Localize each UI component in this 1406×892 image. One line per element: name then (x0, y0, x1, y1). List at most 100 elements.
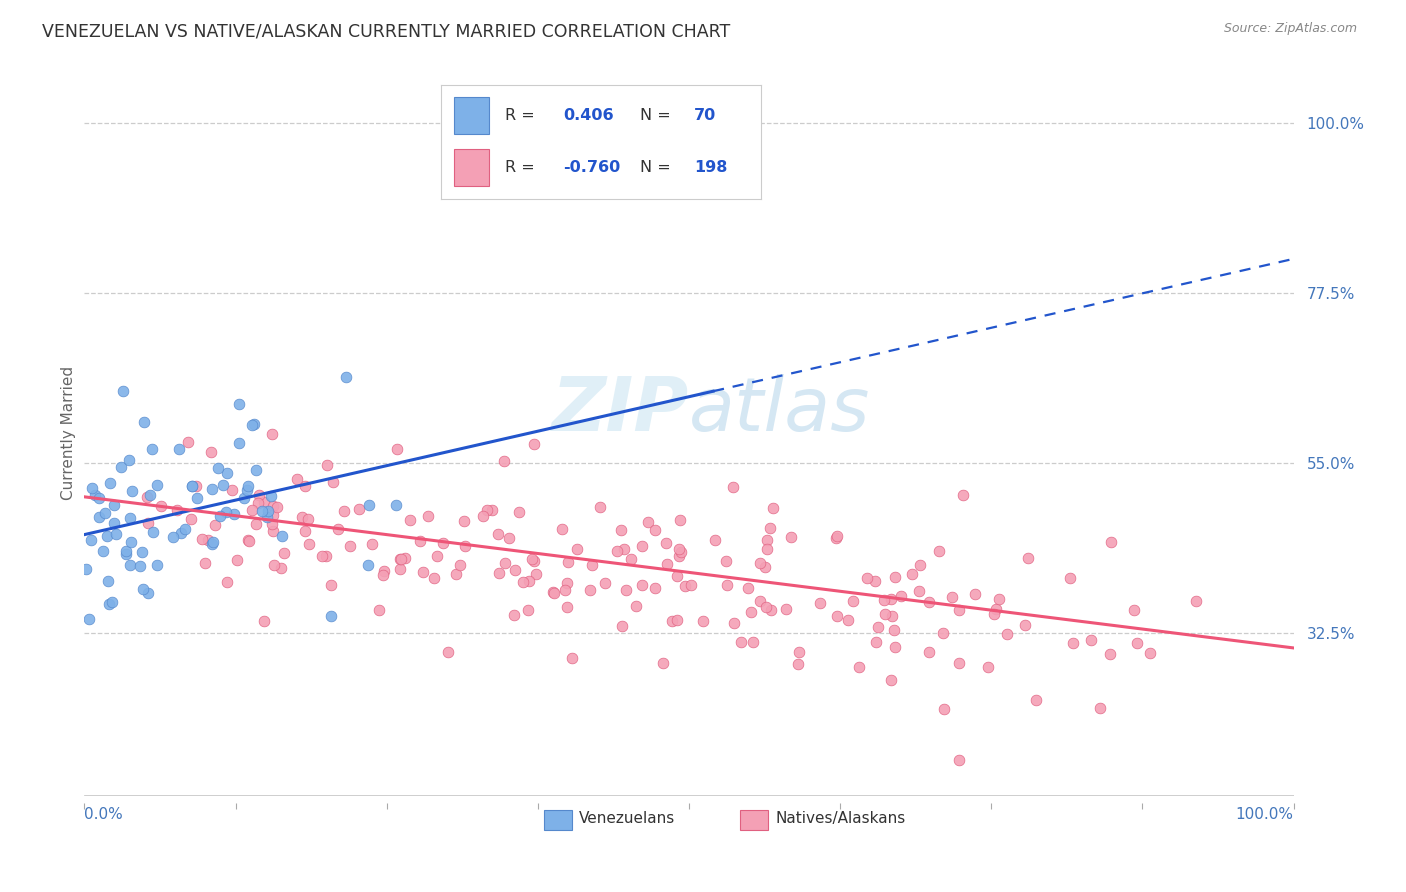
Point (581, 558, 603, 572)
Point (75, 561, 97, 575)
Point (714, 554, 737, 568)
Point (233, 491, 256, 505)
Point (856, 571, 879, 585)
Point (637, 515, 659, 529)
Point (668, 549, 690, 563)
Point (373, 564, 395, 578)
Point (932, 702, 955, 716)
Point (517, 574, 540, 588)
Point (565, 542, 588, 557)
Point (98, 476, 121, 491)
Point (755, 599, 778, 614)
Point (498, 531, 520, 545)
Point (118, 558, 141, 573)
Point (207, 461, 229, 475)
Point (120, 535, 142, 549)
Point (135, 491, 157, 505)
Point (273, 546, 295, 560)
Point (475, 503, 498, 517)
Point (668, 512, 690, 526)
Text: VENEZUELAN VS NATIVE/ALASKAN CURRENTLY MARRIED CORRELATION CHART: VENEZUELAN VS NATIVE/ALASKAN CURRENTLY M… (42, 22, 731, 40)
Point (105, 527, 128, 541)
Point (749, 593, 772, 607)
Point (121, 483, 143, 498)
Point (412, 566, 434, 580)
Point (873, 607, 896, 621)
Text: ZIP: ZIP (551, 374, 689, 447)
Point (180, 512, 202, 526)
Point (472, 509, 495, 524)
Point (555, 599, 578, 614)
Point (418, 508, 440, 523)
Point (262, 508, 284, 523)
Point (488, 566, 510, 581)
Point (1098, 647, 1121, 661)
Point (89, 491, 111, 505)
Point (339, 539, 361, 553)
Point (901, 567, 924, 582)
Point (212, 478, 235, 492)
Point (730, 634, 752, 648)
Point (96, 529, 118, 543)
Point (77, 612, 100, 626)
Point (1025, 692, 1047, 706)
Point (679, 578, 702, 592)
Point (298, 537, 321, 551)
Point (1122, 603, 1144, 617)
Point (426, 549, 449, 563)
Point (884, 640, 907, 654)
Point (759, 603, 782, 617)
Point (129, 558, 152, 573)
Point (114, 547, 136, 561)
Point (644, 582, 666, 596)
Point (908, 584, 931, 599)
Point (388, 552, 411, 566)
Point (880, 673, 903, 688)
Point (716, 577, 738, 591)
Point (668, 541, 690, 556)
Point (561, 651, 583, 665)
Point (1125, 636, 1147, 650)
Point (240, 417, 263, 432)
Point (1017, 551, 1039, 566)
Point (360, 537, 382, 551)
Point (977, 660, 1000, 674)
Point (215, 575, 238, 590)
Point (311, 549, 333, 563)
Point (866, 619, 889, 633)
Point (399, 513, 422, 527)
Point (201, 482, 224, 496)
Point (1139, 646, 1161, 660)
Point (181, 479, 204, 493)
Point (983, 607, 1005, 621)
Point (256, 504, 278, 518)
Point (328, 522, 350, 536)
Point (238, 479, 260, 493)
Point (167, 442, 190, 456)
Point (748, 556, 770, 570)
Point (704, 533, 727, 548)
Point (1088, 701, 1111, 715)
Point (238, 534, 260, 549)
Point (367, 603, 389, 617)
Point (222, 507, 245, 521)
Point (139, 488, 162, 502)
Point (111, 384, 134, 399)
Point (543, 584, 565, 599)
Point (889, 590, 911, 604)
Point (118, 511, 141, 525)
Point (101, 594, 124, 608)
Point (91, 544, 114, 558)
Point (665, 568, 688, 582)
Point (494, 556, 516, 570)
Point (226, 553, 249, 567)
Point (948, 602, 970, 616)
Point (387, 442, 409, 456)
Point (80, 533, 103, 547)
Point (422, 571, 444, 585)
Point (755, 533, 778, 548)
Point (841, 594, 863, 608)
Point (789, 644, 811, 658)
Point (1059, 571, 1081, 585)
Point (988, 592, 1011, 607)
